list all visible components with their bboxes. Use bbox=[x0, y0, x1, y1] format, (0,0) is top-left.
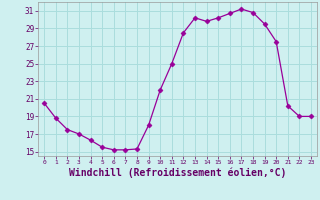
X-axis label: Windchill (Refroidissement éolien,°C): Windchill (Refroidissement éolien,°C) bbox=[69, 168, 286, 178]
